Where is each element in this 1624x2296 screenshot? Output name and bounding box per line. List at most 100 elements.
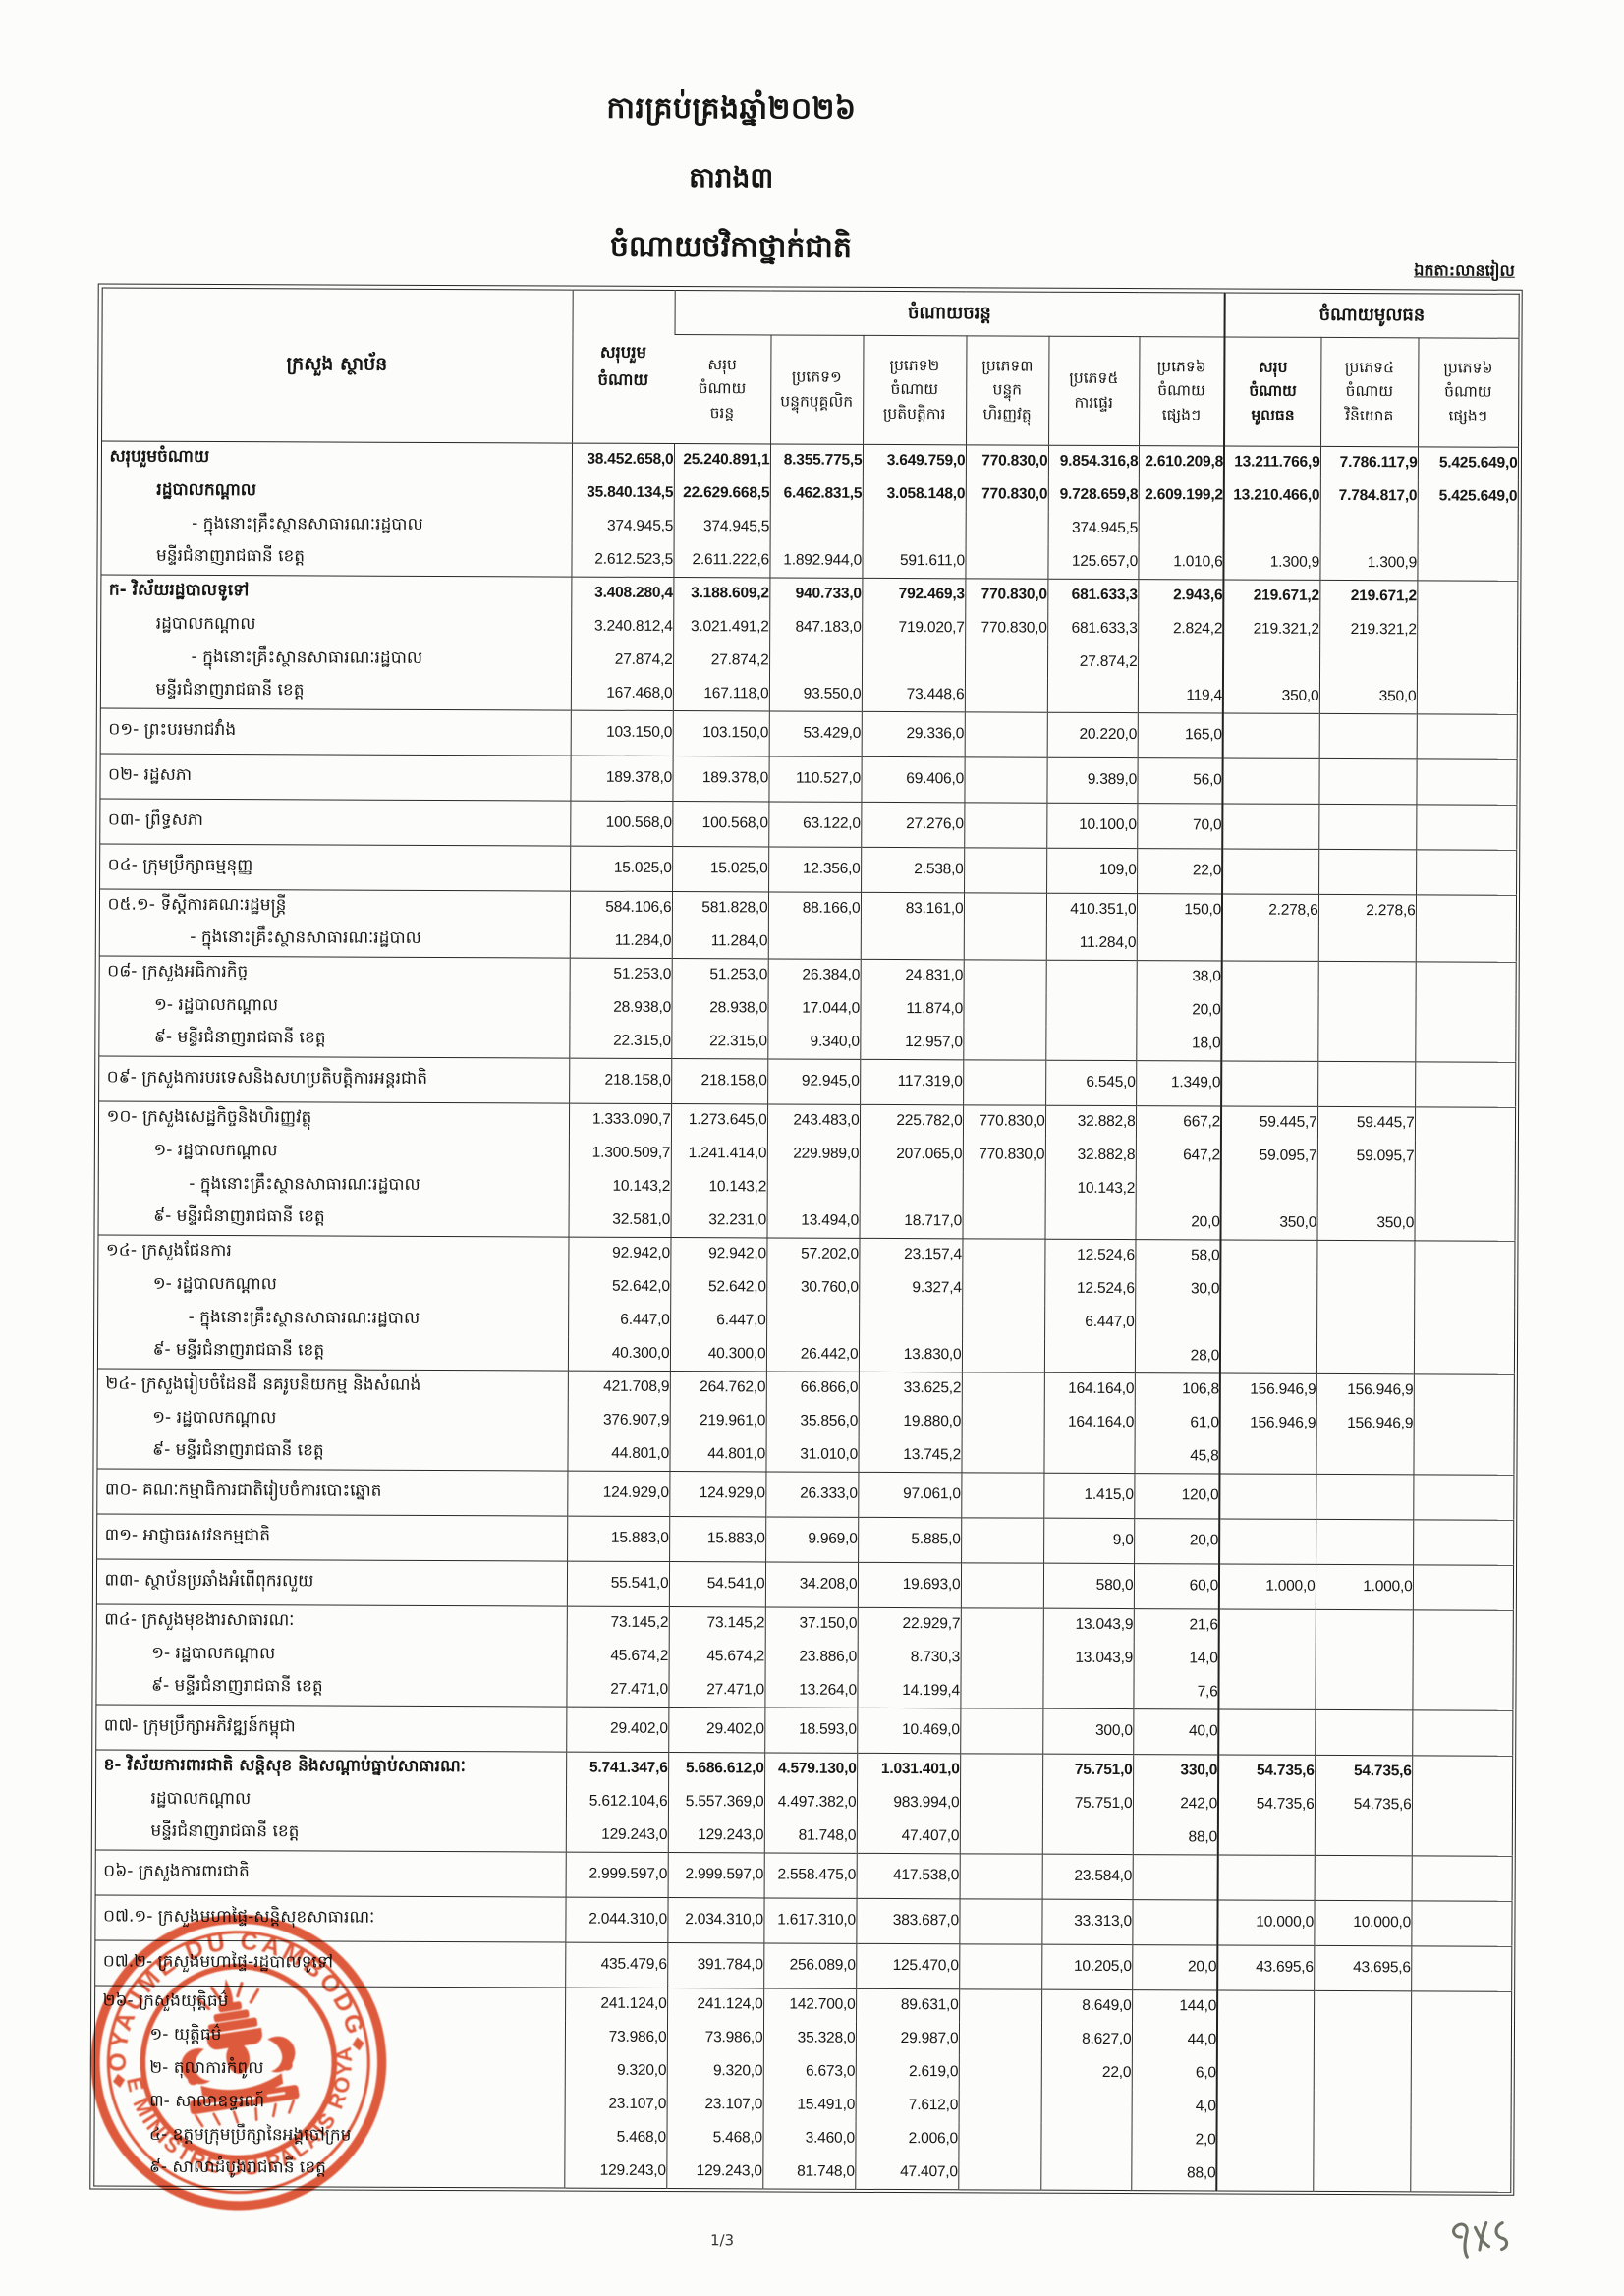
cell: 142.700,0 xyxy=(763,1988,857,2022)
column-header-capital-0: សរុប ចំណាយ មូលធន xyxy=(1224,336,1321,446)
cell: 110.527,0 xyxy=(768,756,862,802)
cell xyxy=(961,1372,1044,1406)
cell xyxy=(962,1238,1045,1272)
cell xyxy=(959,1943,1042,1989)
cell: 591.611,0 xyxy=(862,543,966,579)
page-number: 1/3 xyxy=(709,2231,735,2250)
cell: 3.188.609,2 xyxy=(673,577,770,611)
cell: 51.253,0 xyxy=(671,958,768,992)
cell xyxy=(1313,2090,1411,2125)
cell xyxy=(1046,678,1138,713)
row-label: ០១- ព្រះបរមរាជវាំង xyxy=(99,707,571,756)
cell xyxy=(1222,712,1319,758)
cell xyxy=(1223,645,1320,680)
table-row: ៣១- អាជ្ញាធរសវនកម្មជាតិ 15.883,0 15.883,0 9… xyxy=(96,1513,1514,1565)
cell: 3.408.280,4 xyxy=(571,576,674,611)
column-header-current-5: ប្រភេទ៦ ចំណាយ ផ្សេងៗ xyxy=(1139,336,1225,446)
cell: 940.733,0 xyxy=(769,577,863,611)
cell: 229.989,0 xyxy=(766,1137,860,1171)
row-label: ៩- មន្ទីរជំនាញរាជធានី ខេត្ត xyxy=(152,1439,324,1461)
cell xyxy=(1043,1338,1136,1373)
cell: 37.150,0 xyxy=(764,1606,858,1641)
column-header-capital-1: ប្រភេទ៤ ចំណាយ វិនិយោគ xyxy=(1320,336,1419,447)
cell: 45.674,2 xyxy=(566,1639,669,1674)
cell xyxy=(1415,994,1516,1029)
cell: 125.470,0 xyxy=(856,1942,960,1989)
cell xyxy=(1417,546,1518,581)
row-label: ០៨- ក្រសួងអធិការកិច្ច xyxy=(98,955,570,991)
cell: 2,0 xyxy=(1131,2123,1217,2157)
cell: 164.164,0 xyxy=(1043,1405,1135,1440)
cell: 374.945,5 xyxy=(673,510,770,544)
cell: 6.673,0 xyxy=(762,2054,856,2089)
cell: 13.043,9 xyxy=(1042,1641,1134,1676)
cell xyxy=(1222,757,1319,804)
cell: 22.929,7 xyxy=(857,1606,961,1642)
cell: 54.541,0 xyxy=(668,1561,766,1607)
row-label: ១០- ក្រសួងសេដ្ឋកិច្ចនិងហិរញ្ញវត្ថុ xyxy=(97,1100,570,1137)
cell: 667,2 xyxy=(1135,1105,1222,1140)
cell: 20,0 xyxy=(1136,993,1222,1028)
cell: 421.708,9 xyxy=(567,1370,670,1405)
cell xyxy=(1045,959,1137,994)
cell xyxy=(1415,1061,1516,1107)
cell xyxy=(1417,613,1518,647)
document-title-block: ការគ្រប់គ្រងឆ្នាំ២០២៦ តារាង៣ ចំណាយថវិកាថ… xyxy=(0,86,1464,274)
cell: 6.545,0 xyxy=(1045,1059,1137,1106)
cell: 11.284,0 xyxy=(671,924,768,959)
cell xyxy=(1318,712,1417,759)
cell: 54.735,6 xyxy=(1314,1787,1413,1822)
cell xyxy=(959,1786,1043,1820)
cell: 20,0 xyxy=(1134,1518,1220,1564)
cell xyxy=(1413,1340,1515,1374)
cell xyxy=(1411,1900,1512,1946)
cell: 391.784,0 xyxy=(667,1942,764,1988)
cell xyxy=(1412,1564,1514,1610)
cell: 23.107,0 xyxy=(564,2087,667,2122)
cell: 44.801,0 xyxy=(669,1437,766,1472)
cell: 6.447,0 xyxy=(568,1303,671,1338)
cell: 1.010,6 xyxy=(1138,545,1224,580)
cell: 8.355.775,5 xyxy=(769,443,864,477)
cell: 20.220,0 xyxy=(1046,711,1138,758)
cell: 28.938,0 xyxy=(671,991,768,1026)
cell: 10.100,0 xyxy=(1046,802,1138,849)
cell xyxy=(1412,1609,1513,1644)
table-row: ០៤- ក្រុមប្រឹក្សាធម្មនុញ្ញ 15.025,0 15.025… xyxy=(99,843,1517,895)
cell xyxy=(1221,1060,1318,1106)
cell: 10.000,0 xyxy=(1217,1899,1315,1945)
cell xyxy=(1411,1855,1512,1901)
cell: 189.378,0 xyxy=(570,755,673,802)
cell: 20,0 xyxy=(1135,1205,1221,1240)
cell: 4.579.130,0 xyxy=(764,1752,858,1786)
cell xyxy=(1315,1675,1413,1710)
cell: 1.000,0 xyxy=(1218,1563,1316,1609)
page-title: ការគ្រប់គ្រងឆ្នាំ២០២៦ xyxy=(606,90,857,127)
cell xyxy=(1216,2123,1314,2157)
cell xyxy=(1316,1172,1415,1207)
cell: 9.320,0 xyxy=(666,2054,763,2089)
cell xyxy=(1315,1642,1413,1677)
cell: 28.938,0 xyxy=(569,990,672,1026)
cell: 35.856,0 xyxy=(765,1404,859,1438)
row-label: ៣០- គណៈកម្មាធិការជាតិរៀបចំការបោះឆ្នោត xyxy=(96,1468,568,1516)
cell: 92.942,0 xyxy=(670,1237,767,1271)
cell: 73.986,0 xyxy=(666,2021,764,2055)
cell: 10.469,0 xyxy=(857,1707,961,1754)
cell xyxy=(1411,1990,1512,2025)
cell: 167.468,0 xyxy=(570,676,673,711)
cell xyxy=(1413,1440,1514,1475)
cell: 241.124,0 xyxy=(565,1987,668,2022)
cell xyxy=(766,1170,860,1204)
cell: 22.315,0 xyxy=(569,1024,672,1059)
cell: 719.020,7 xyxy=(862,610,966,645)
cell xyxy=(963,1026,1046,1060)
cell: 129.243,0 xyxy=(666,2155,763,2189)
cell: 38.452.658,0 xyxy=(571,442,675,477)
cell: 219.321,2 xyxy=(1319,612,1418,647)
cell: 81.748,0 xyxy=(762,2155,856,2189)
cell: 54.735,6 xyxy=(1217,1787,1316,1821)
cell: 124.929,0 xyxy=(567,1470,670,1517)
cell: 580,0 xyxy=(1042,1562,1135,1609)
cell xyxy=(1138,512,1224,546)
